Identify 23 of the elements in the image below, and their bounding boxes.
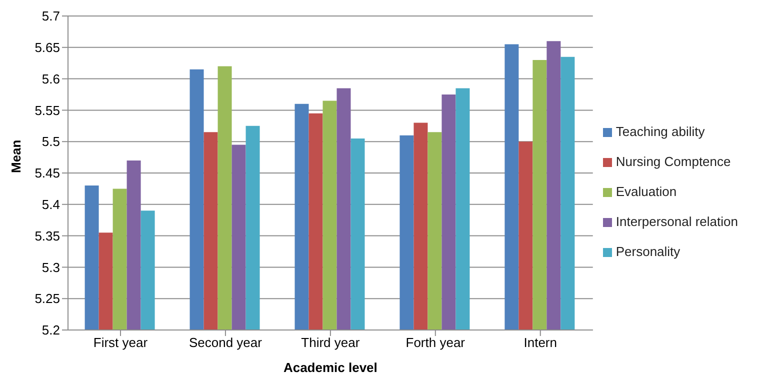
y-tick-label: 5.45 (34, 166, 60, 181)
x-tick-label: Third year (301, 335, 360, 350)
x-tick-label: Second year (188, 335, 263, 350)
y-tick-label: 5.5 (42, 134, 60, 150)
y-tick-label: 5.2 (42, 322, 60, 338)
y-tick-label: 5.7 (42, 8, 60, 24)
legend-label: Personality (616, 244, 680, 259)
x-tick-label: Forth year (406, 335, 466, 350)
y-tick-label: 5.35 (34, 228, 60, 244)
x-axis-title: Academic level (283, 360, 378, 375)
legend-label: Teaching ability (616, 124, 705, 139)
y-tick-label: 5.4 (42, 197, 60, 212)
legend-label: Interpersonal relation (616, 214, 738, 229)
y-tick-label: 5.55 (34, 102, 60, 118)
legend-label: Nursing Comptence (616, 154, 731, 169)
legend-label: Evaluation (616, 184, 677, 199)
y-axis-title: Mean (8, 140, 24, 173)
y-tick-label: 5.65 (34, 40, 60, 56)
y-tick-label: 5.6 (42, 71, 60, 86)
x-tick-label: First year (93, 335, 148, 350)
x-tick-label: Intern (524, 335, 557, 350)
y-tick-label: 5.25 (34, 291, 60, 306)
y-tick-label: 5.3 (42, 260, 60, 275)
